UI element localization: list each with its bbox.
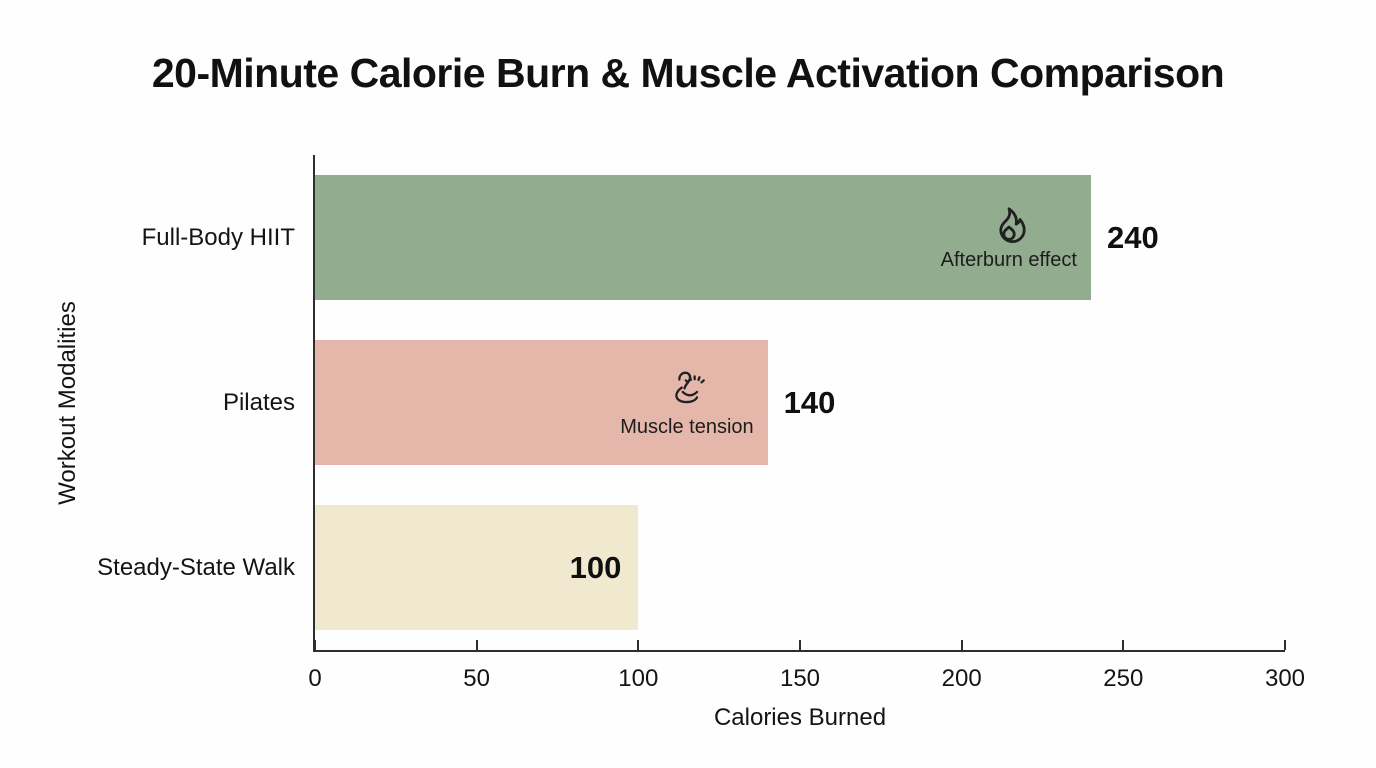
- x-tick-label: 100: [618, 665, 659, 692]
- annotation-afterburn: Afterburn effect: [941, 204, 1077, 272]
- x-axis-title: Calories Burned: [713, 704, 887, 731]
- x-axis-tick: [637, 640, 640, 650]
- category-label-full-body-hiit: Full-Body HIIT: [141, 223, 295, 251]
- bar-row: Pilates: [223, 320, 1285, 485]
- x-axis-tick: [1122, 640, 1125, 650]
- value-label-walk: 100: [569, 549, 622, 585]
- annotation-label: Muscle tension: [620, 415, 754, 438]
- flexed-biceps-icon: [664, 367, 710, 413]
- value-label-hiit: 240: [1107, 219, 1159, 255]
- annotation-muscle-tension: Muscle tension: [620, 367, 754, 439]
- chart-title: 20-Minute Calorie Burn & Muscle Activati…: [151, 50, 1225, 96]
- x-tick-label: 150: [779, 665, 821, 692]
- annotation-label: Afterburn effect: [940, 248, 1077, 271]
- x-axis-tick: [314, 640, 316, 650]
- category-label-pilates: Pilates: [222, 388, 295, 416]
- x-tick-label: 50: [463, 665, 491, 692]
- bar-row: Steady-State Walk 100: [97, 485, 1285, 650]
- bar-steady-state-walk: 100: [315, 505, 639, 630]
- x-axis-tick: [1284, 640, 1286, 650]
- y-axis-title: Workout Modalities: [54, 300, 81, 505]
- x-axis-tick: [475, 640, 478, 650]
- bar-row: Full-Body HIIT Afterburn effect 240: [142, 155, 1285, 320]
- plot-area: Full-Body HIIT Afterburn effect 240 Pila…: [54, 155, 1305, 731]
- value-label-pilates: 140: [783, 384, 836, 420]
- x-axis-tick: [960, 640, 963, 650]
- category-label-steady-state-walk: Steady-State Walk: [97, 553, 295, 581]
- x-tick-label: 250: [1103, 665, 1144, 692]
- flame-icon: [988, 204, 1030, 246]
- x-tick-label: 0: [308, 665, 322, 692]
- x-axis-tick: [799, 640, 801, 650]
- x-tick-label: 300: [1264, 665, 1306, 692]
- bar-pilates: Muscle tension: [315, 340, 768, 465]
- x-tick-label: 200: [941, 665, 982, 692]
- bar-full-body-hiit: Afterburn effect: [315, 175, 1091, 300]
